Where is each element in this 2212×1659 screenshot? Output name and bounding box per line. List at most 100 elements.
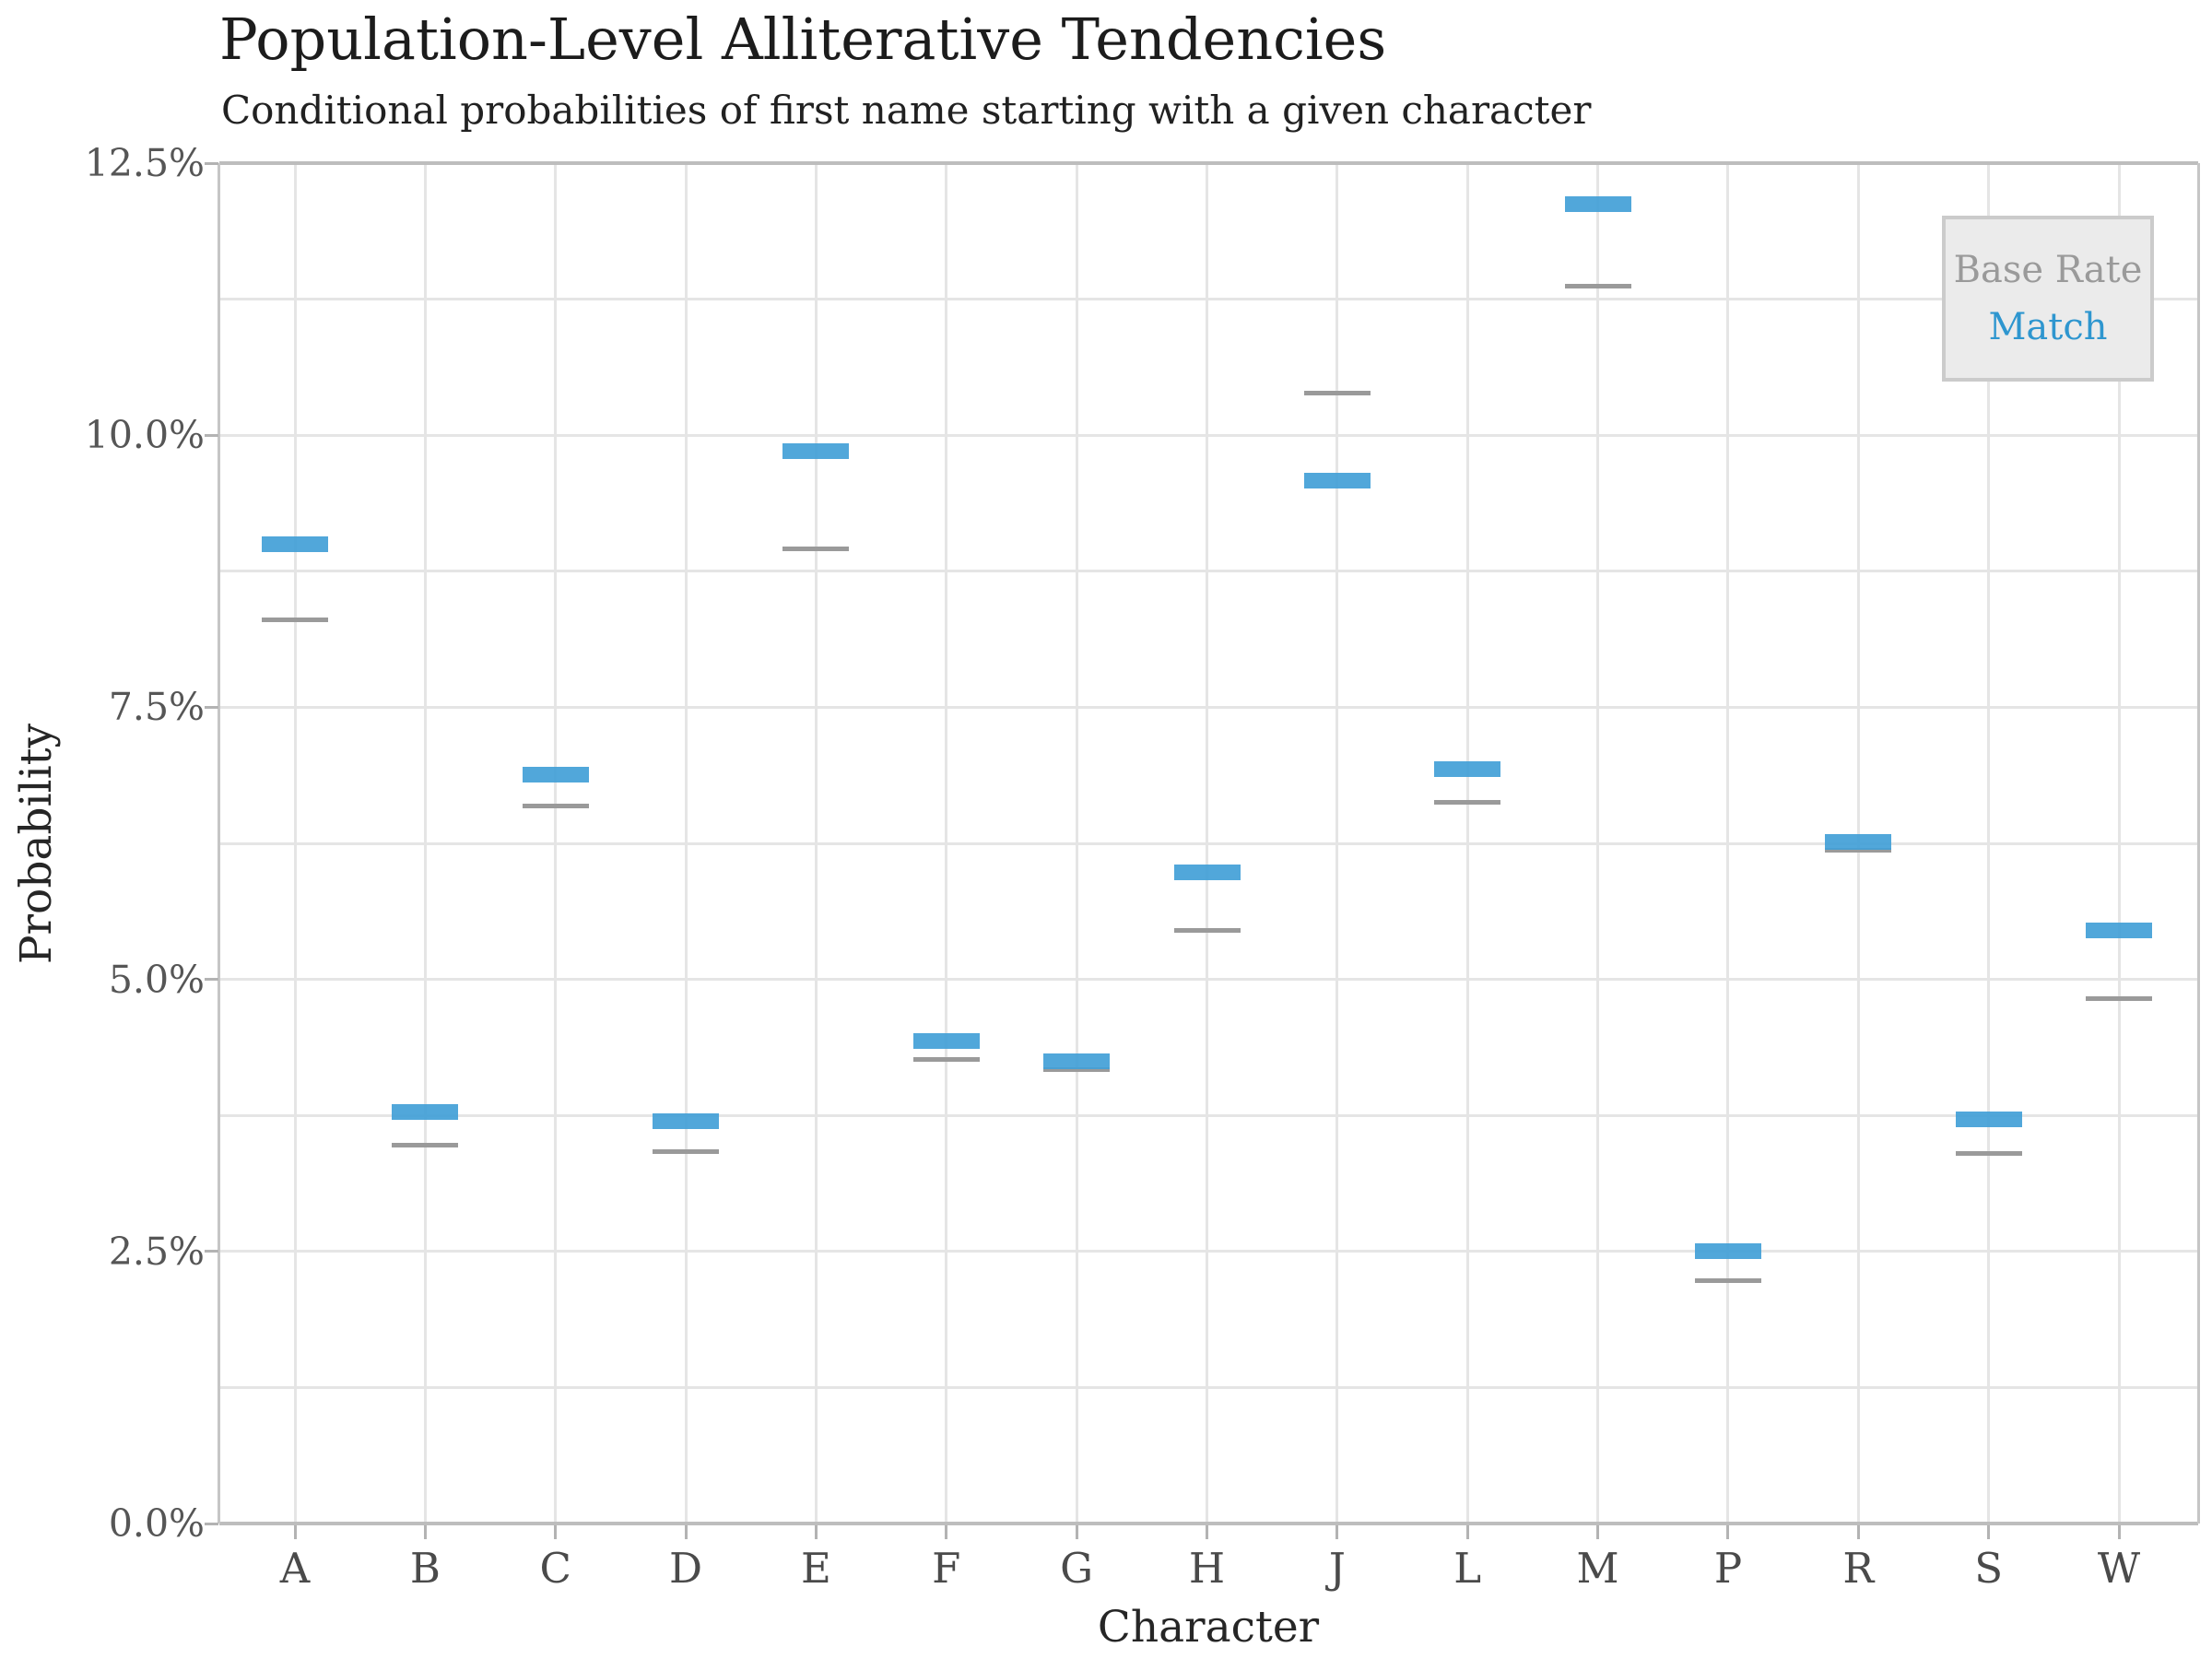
x-tick-label-s: S [1974,1544,2004,1593]
y-tick-label: 7.5% [108,685,205,730]
base-rate-line-d [653,1148,720,1154]
match-bar-s [1955,1112,2022,1128]
y-tick-label: 12.5% [84,141,205,185]
right-spine [2197,163,2200,1524]
x-tick-label-c: C [539,1544,571,1593]
h-gridline [219,1113,2198,1117]
v-gridline [1206,163,1209,1524]
match-bar-d [653,1112,720,1129]
x-tick-mark [554,1525,558,1539]
base-rate-line-a [262,618,328,623]
match-bar-h [1173,865,1241,881]
v-gridline [293,163,297,1524]
x-tick-label-a: A [279,1544,311,1593]
bottom-spine [219,1522,2198,1525]
v-gridline [2117,163,2121,1524]
chart-title: Population-Level Alliterative Tendencies [219,6,1387,73]
y-tick-mark [205,161,218,165]
x-tick-mark [1335,1525,1339,1539]
v-gridline [1075,163,1078,1524]
h-gridline [219,705,2198,709]
v-gridline [1335,163,1339,1524]
v-gridline [1465,163,1469,1524]
match-bar-a [262,535,328,552]
x-tick-label-w: W [2097,1544,2141,1593]
y-tick-label: 5.0% [108,957,205,1002]
match-bar-r [1825,834,1892,851]
top-spine [219,161,2198,165]
match-bar-f [912,1033,980,1050]
match-bar-w [2086,922,2153,938]
h-gridline [219,433,2198,437]
base-rate-line-m [1564,283,1631,288]
match-bar-l [1434,761,1501,778]
y-tick-label: 10.0% [84,413,205,458]
x-tick-mark [1987,1525,1991,1539]
x-tick-label-r: R [1842,1544,1875,1593]
h-gridline [219,298,2198,301]
x-tick-mark [293,1525,297,1539]
y-tick-label: 0.0% [108,1501,205,1546]
y-tick-label: 2.5% [108,1229,205,1274]
x-tick-label-j: J [1328,1544,1346,1593]
legend: Base Rate Match [1942,216,2154,382]
h-gridline [219,1250,2198,1253]
x-tick-label-g: G [1060,1544,1094,1593]
match-bar-c [522,767,589,783]
x-tick-label-e: E [801,1544,831,1593]
base-rate-line-l [1434,799,1501,805]
x-tick-label-p: P [1713,1544,1743,1593]
x-tick-label-l: L [1453,1544,1482,1593]
y-tick-mark [205,1522,218,1525]
x-tick-mark [945,1525,948,1539]
x-tick-label-m: M [1576,1544,1619,1593]
v-gridline [814,163,818,1524]
base-rate-line-p [1694,1278,1761,1284]
y-tick-mark [205,705,218,709]
base-rate-line-e [782,546,850,551]
base-rate-line-w [2086,996,2153,1002]
x-tick-mark [2117,1525,2121,1539]
base-rate-line-j [1303,390,1371,395]
x-tick-mark [1596,1525,1600,1539]
base-rate-line-c [522,804,589,809]
match-bar-m [1564,196,1631,213]
x-tick-mark [1075,1525,1078,1539]
x-tick-mark [1726,1525,1730,1539]
legend-item-match: Match [1988,306,2108,348]
x-tick-mark [1856,1525,1860,1539]
x-tick-mark [684,1525,688,1539]
x-tick-mark [1206,1525,1209,1539]
h-gridline [219,1385,2198,1389]
v-gridline [1596,163,1600,1524]
y-tick-mark [205,978,218,982]
h-gridline [219,570,2198,573]
x-tick-label-d: D [669,1544,703,1593]
y-axis-title-wrap: Probability [0,163,74,1524]
x-tick-mark [814,1525,818,1539]
v-gridline [684,163,688,1524]
x-tick-mark [423,1525,427,1539]
v-gridline [945,163,948,1524]
chart-subtitle: Conditional probabilities of first name … [221,88,1592,133]
v-gridline [1726,163,1730,1524]
h-gridline [219,978,2198,982]
base-rate-line-h [1173,927,1241,933]
base-rate-line-s [1955,1151,2022,1157]
x-tick-label-f: F [932,1544,961,1593]
left-axis-spine [218,163,220,1524]
match-bar-p [1694,1243,1761,1260]
match-bar-b [392,1104,459,1121]
base-rate-line-f [912,1057,980,1063]
match-bar-j [1303,473,1371,489]
match-bar-e [782,443,850,460]
base-rate-line-g [1043,1067,1111,1073]
x-axis-title: Character [1097,1602,1320,1653]
plot-area: Base Rate Match [218,161,2200,1525]
legend-item-base-rate: Base Rate [1953,249,2143,291]
v-gridline [1987,163,1991,1524]
y-tick-mark [205,1250,218,1253]
h-gridline [219,841,2198,845]
x-tick-mark [1465,1525,1469,1539]
